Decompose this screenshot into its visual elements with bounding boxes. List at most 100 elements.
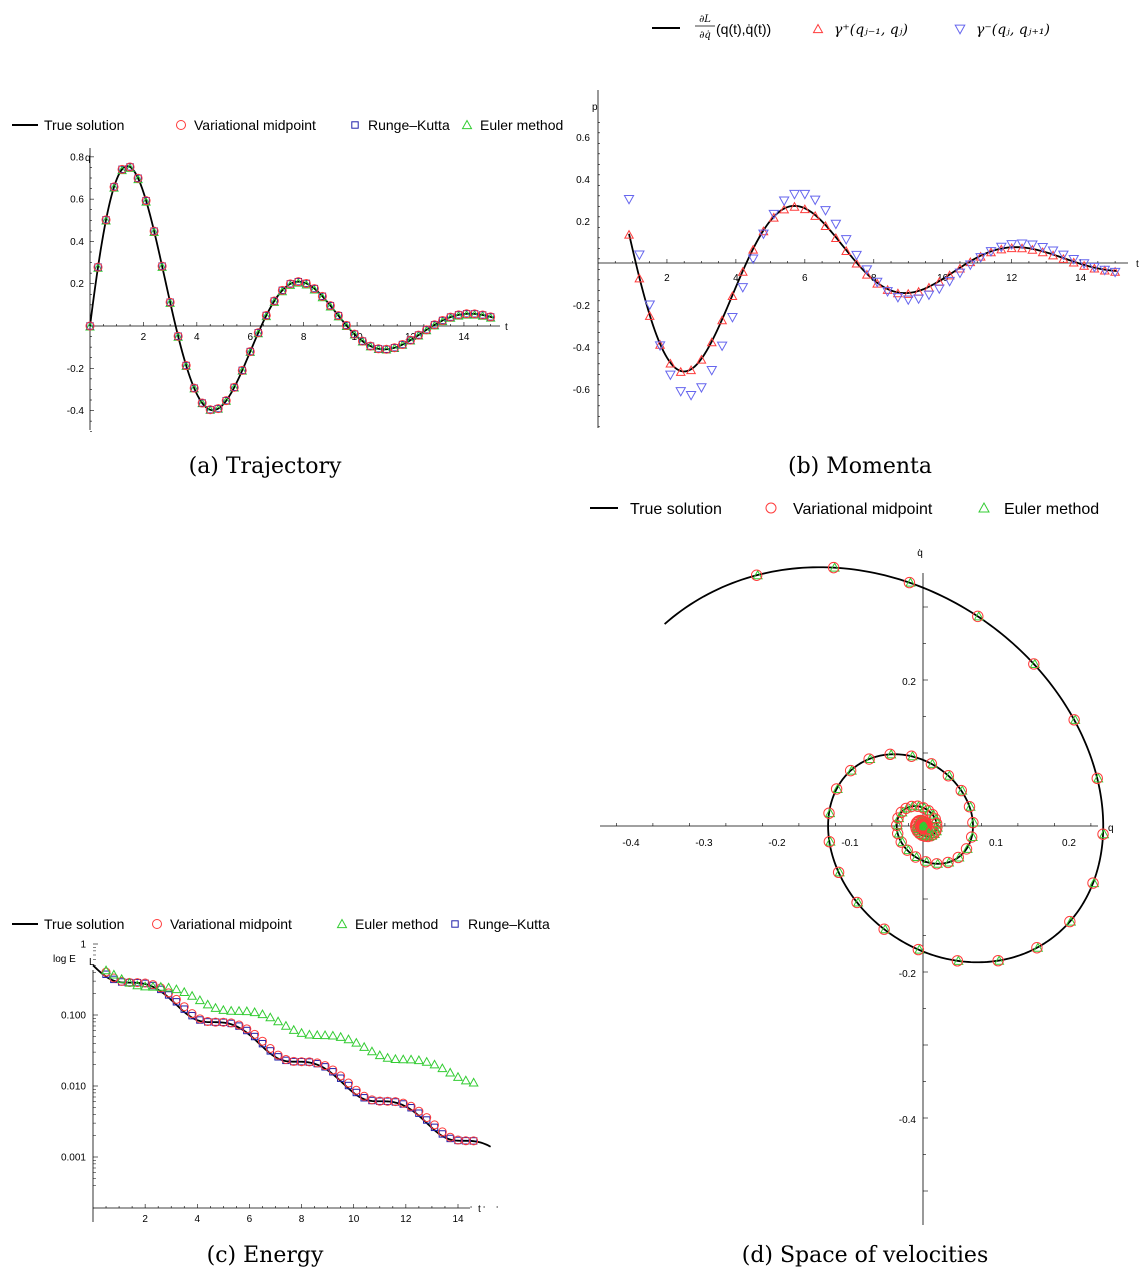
euler-marker (304, 1029, 315, 1039)
legend-square-icon (451, 920, 459, 928)
legend-label: Variational midpoint (194, 117, 316, 133)
euler-marker (312, 1029, 323, 1040)
gamma-plus-marker (1079, 260, 1090, 270)
gamma-minus-marker (1016, 239, 1028, 250)
gamma-plus-marker (851, 258, 862, 268)
runge-kutta-marker (94, 263, 102, 271)
midpoint-marker (257, 1036, 267, 1046)
gamma-minus-marker (1037, 242, 1049, 253)
x-tick-label: 0.1 (989, 838, 1003, 849)
euler-marker (413, 1054, 424, 1065)
gamma-minus-marker (985, 247, 997, 257)
chart-velocity-space: -0.4 -0.3 -0.2 -0.1 0.1 0.2 -0.4 -0.2 0.2 q q̇ True… (590, 501, 1114, 1268)
chart-energy: 2 4 6 8 10 12 14 1 0.100 0.010 0.001 t log E L True so… (12, 916, 550, 1268)
runge-kutta-marker (374, 345, 383, 353)
euler-marker (924, 805, 935, 815)
midpoint-marker (344, 1078, 353, 1088)
midpoint-marker (823, 807, 835, 819)
legend-label: Euler method (480, 117, 563, 133)
midpoint-marker (365, 341, 375, 351)
legend-label: Euler method (355, 916, 438, 932)
runge-kutta-marker (470, 310, 479, 318)
legend-triangle-icon (461, 119, 473, 130)
midpoint-marker (325, 301, 335, 311)
x-tick-label: 6 (802, 273, 808, 284)
gamma-plus-marker (665, 358, 676, 368)
legend-d: True solution Variational midpoint Euler m… (590, 501, 1099, 518)
midpoint-marker (265, 1044, 275, 1054)
gamma-minus-marker (944, 276, 956, 287)
y-tick-label: -0.4 (899, 1115, 917, 1126)
runge-kutta-marker (382, 345, 391, 353)
euler-marker (226, 1005, 237, 1015)
euler-marker (846, 765, 857, 775)
midpoint-marker (892, 812, 904, 824)
runge-kutta-marker (246, 347, 254, 356)
gamma-minus-marker (1078, 259, 1090, 270)
runge-kutta-marker (211, 1018, 220, 1026)
midpoint-marker (242, 1024, 252, 1034)
midpoint-marker (890, 819, 903, 831)
runge-kutta-marker (286, 280, 295, 288)
midpoint-marker (333, 311, 343, 321)
euler-marker (163, 982, 174, 992)
runge-kutta-marker (222, 396, 230, 405)
runge-kutta-marker (278, 286, 287, 295)
gamma-minus-marker (716, 341, 728, 352)
runge-kutta-marker (360, 1094, 368, 1102)
midpoint-marker (195, 1014, 205, 1024)
gamma-minus-marker (1109, 267, 1121, 278)
y-axis-label: q̇ (917, 548, 923, 559)
gamma-plus-marker (1006, 243, 1017, 253)
phase-spiral-line (664, 566, 1105, 964)
gamma-minus-marker (995, 242, 1007, 253)
midpoint-marker (414, 330, 424, 340)
midpoint-marker (277, 285, 287, 295)
euler-marker (852, 897, 864, 907)
euler-marker (892, 819, 903, 830)
euler-marker (390, 1053, 401, 1063)
midpoint-marker (406, 335, 416, 345)
midpoint-marker (269, 296, 279, 306)
legend-label: Euler method (1004, 501, 1099, 518)
midpoint-marker (179, 1002, 189, 1012)
midpoint-marker (469, 1136, 479, 1146)
midpoint-marker (197, 398, 207, 408)
euler-marker (421, 1056, 432, 1066)
gamma-plus-marker (830, 232, 841, 243)
legend-square-icon (351, 121, 359, 129)
runge-kutta-marker (398, 340, 407, 349)
gamma-minus-marker (706, 365, 718, 376)
gamma-plus-marker (696, 354, 707, 364)
runge-kutta-marker (214, 404, 222, 413)
runge-kutta-marker (182, 361, 190, 370)
euler-marker (327, 1030, 338, 1040)
midpoint-marker (445, 1132, 455, 1142)
midpoint-marker (336, 1071, 346, 1081)
gamma-minus-marker (861, 265, 873, 276)
gamma-minus-marker (789, 189, 800, 200)
euler-marker (359, 1041, 370, 1051)
gamma-minus-marker (664, 370, 676, 381)
midpoint-marker (878, 923, 890, 935)
x-axis-label: t (1136, 259, 1139, 270)
x-tick-label: 4 (195, 1214, 201, 1225)
midpoint-marker (93, 262, 103, 272)
runge-kutta-marker (262, 311, 270, 320)
legend-label: True solution (44, 916, 124, 932)
euler-marker (429, 1059, 440, 1069)
midpoint-marker (951, 955, 964, 967)
runge-kutta-marker (376, 1097, 384, 1105)
midpoint-marker (317, 291, 327, 301)
gamma-plus-marker (655, 339, 666, 349)
x-axis-label: t (478, 1204, 481, 1215)
gamma-plus-marker (799, 204, 810, 214)
midpoint-marker (253, 328, 263, 338)
euler-marker (296, 1027, 307, 1037)
gamma-minus-marker (1099, 265, 1111, 276)
runge-kutta-marker (230, 383, 238, 392)
runge-kutta-marker (142, 196, 150, 205)
euler-marker (825, 836, 836, 846)
y-axis-label: log E (53, 954, 76, 965)
